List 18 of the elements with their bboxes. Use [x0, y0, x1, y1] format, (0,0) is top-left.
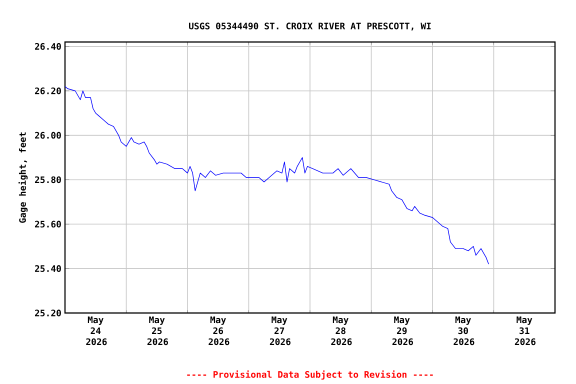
x-tick-label: May 27 2026 — [270, 316, 291, 346]
chart-title: USGS 05344490 ST. CROIX RIVER AT PRESCOTT, WI — [189, 22, 431, 30]
y-axis-title: Gage height, feet — [18, 132, 28, 223]
y-tick-label: 25.60 — [34, 220, 61, 228]
x-tick-label: May 24 2026 — [86, 316, 107, 346]
y-tick-label: 25.80 — [34, 176, 61, 184]
x-tick-label: May 26 2026 — [208, 316, 230, 346]
text: ---- Provisional Data Subject to Revision ---- — [187, 370, 433, 380]
y-tick-label: 26.40 — [34, 43, 61, 50]
x-tick-label: May 28 2026 — [331, 316, 352, 346]
y-tick-label: 26.00 — [34, 132, 61, 139]
x-tick-label: May 25 2026 — [147, 316, 168, 346]
y-tick-label: 26.20 — [34, 87, 61, 94]
x-tick-label: May 30 2026 — [454, 316, 474, 346]
y-tick-label: 25.20 — [34, 310, 61, 316]
y-tick-label: 25.40 — [34, 265, 61, 272]
x-tick-label: May 29 2026 — [392, 316, 414, 346]
x-tick-label: May 31 2026 — [514, 316, 536, 346]
